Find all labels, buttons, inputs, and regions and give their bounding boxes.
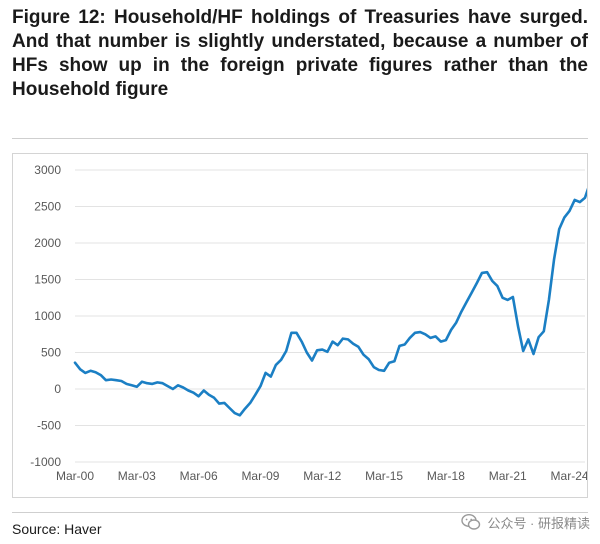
x-tick-label: Mar-09: [241, 469, 279, 483]
series-line: [73, 187, 587, 417]
y-tick-label: 1000: [34, 309, 61, 323]
chart-panel: 3000 2500 2000 1500 1000 500 0 -500 -1000 Mar-00…: [12, 153, 588, 498]
x-tick-label: Mar-21: [489, 469, 527, 483]
y-tick-label: -1000: [30, 455, 61, 469]
watermark: 公众号 · 研报精读: [461, 512, 590, 532]
y-tick-label: 500: [41, 346, 61, 360]
y-tick-label: -500: [37, 419, 61, 433]
x-tick-label: Mar-03: [118, 469, 156, 483]
line-chart: 3000 2500 2000 1500 1000 500 0 -500 -1000 Mar-00…: [30, 163, 587, 483]
y-tick-label: 3000: [34, 163, 61, 177]
x-axis-ticks: Mar-00 Mar-03 Mar-06 Mar-09 Mar-12 Mar-15 Mar-…: [56, 469, 587, 483]
x-tick-label: Mar-18: [427, 469, 465, 483]
source-note: Source: Haver: [12, 521, 102, 537]
x-tick-label: Mar-15: [365, 469, 403, 483]
footer-divider: [12, 512, 588, 513]
gridlines: [75, 169, 585, 463]
x-tick-label: Mar-24: [551, 469, 587, 483]
x-tick-label: Mar-06: [180, 469, 218, 483]
watermark-text: 公众号 · 研报精读: [487, 515, 590, 531]
wechat-icon: [461, 513, 481, 530]
y-tick-label: 1500: [34, 273, 61, 287]
y-tick-label: 0: [54, 382, 61, 396]
y-tick-label: 2500: [34, 200, 61, 214]
series-layer: [73, 187, 587, 417]
y-axis-ticks: 3000 2500 2000 1500 1000 500 0 -500 -1000: [30, 163, 61, 469]
x-tick-label: Mar-00: [56, 469, 94, 483]
y-tick-label: 2000: [34, 236, 61, 250]
x-tick-label: Mar-12: [303, 469, 341, 483]
figure-title: Figure 12: Household/HF holdings of Trea…: [12, 7, 588, 100]
title-divider: [12, 138, 588, 139]
